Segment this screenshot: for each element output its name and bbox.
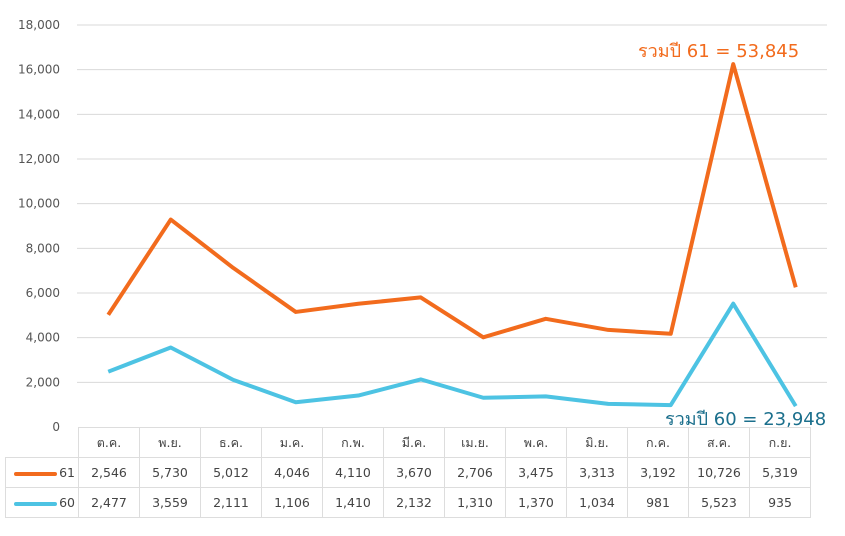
data-label: 3,192: [627, 457, 689, 488]
legend-entry: 61: [5, 457, 79, 488]
data-label: 1,370: [505, 487, 567, 518]
y-tick-label: 6,000: [26, 286, 60, 300]
category-label: ส.ค.: [688, 427, 750, 458]
data-label: 2,111: [200, 487, 262, 518]
data-label: 935: [749, 487, 811, 518]
y-tick-label: 14,000: [18, 107, 60, 121]
data-label: 5,319: [749, 457, 811, 488]
category-label: ก.ค.: [627, 427, 689, 458]
category-label: พ.ย.: [139, 427, 201, 458]
series-name: 61: [59, 465, 75, 480]
category-label: ม.ค.: [261, 427, 323, 458]
data-label: 2,706: [444, 457, 506, 488]
data-label: 3,559: [139, 487, 201, 518]
y-tick-label: 12,000: [18, 152, 60, 166]
data-label: 3,670: [383, 457, 445, 488]
data-label: 1,106: [261, 487, 323, 518]
data-label: 2,546: [78, 457, 140, 488]
category-label: ก.พ.: [322, 427, 384, 458]
annotation-total-61: รวมปี 61 = 53,845: [638, 41, 800, 62]
table-corner: [6, 428, 79, 458]
category-label: พ.ค.: [505, 427, 567, 458]
y-tick-label: 8,000: [26, 241, 60, 255]
category-label: ต.ค.: [78, 427, 140, 458]
data-label: 981: [627, 487, 689, 518]
y-tick-label: 16,000: [18, 63, 60, 77]
y-tick-label: 18,000: [18, 18, 60, 32]
data-label: 3,475: [505, 457, 567, 488]
data-label: 5,012: [200, 457, 262, 488]
data-label: 3,313: [566, 457, 628, 488]
y-tick-label: 2,000: [26, 375, 60, 389]
data-label: 1,310: [444, 487, 506, 518]
y-tick-label: 0: [52, 420, 60, 434]
series-name: 60: [59, 495, 75, 510]
data-label: 5,730: [139, 457, 201, 488]
table-row: 60 2,477 3,559 2,111 1,106 1,410 2,132 1,310 1,3…: [5, 487, 811, 518]
data-label: 2,132: [383, 487, 445, 518]
data-label: 1,410: [322, 487, 384, 518]
category-label: มิ.ย.: [566, 427, 628, 458]
category-label: เม.ย.: [444, 427, 506, 458]
category-label: ธ.ค.: [200, 427, 262, 458]
legend-swatch: [14, 501, 58, 506]
annotation-total-60: รวมปี 60 = 23,948: [665, 409, 827, 430]
y-tick-label: 4,000: [26, 331, 60, 345]
series-line-60: [107, 301, 798, 408]
data-label: 4,110: [322, 457, 384, 488]
legend-entry: 60: [5, 487, 79, 518]
data-label: 10,726: [688, 457, 750, 488]
series-line-61: [106, 62, 798, 340]
data-label: 1,034: [566, 487, 628, 518]
data-label: 2,477: [78, 487, 140, 518]
category-label: ก.ย.: [749, 427, 811, 458]
y-tick-label: 10,000: [18, 197, 60, 211]
data-table: ต.ค. พ.ย. ธ.ค. ม.ค. ก.พ. มี.ค. เม.ย. พ.ค. มิ.ย. ก…: [5, 427, 811, 518]
data-label: 4,046: [261, 457, 323, 488]
data-label: 5,523: [688, 487, 750, 518]
table-row: 61 2,546 5,730 5,012 4,046 4,110 3,670 2,706 3,4…: [5, 457, 811, 488]
category-label: มี.ค.: [383, 427, 445, 458]
legend-swatch: [14, 471, 58, 476]
